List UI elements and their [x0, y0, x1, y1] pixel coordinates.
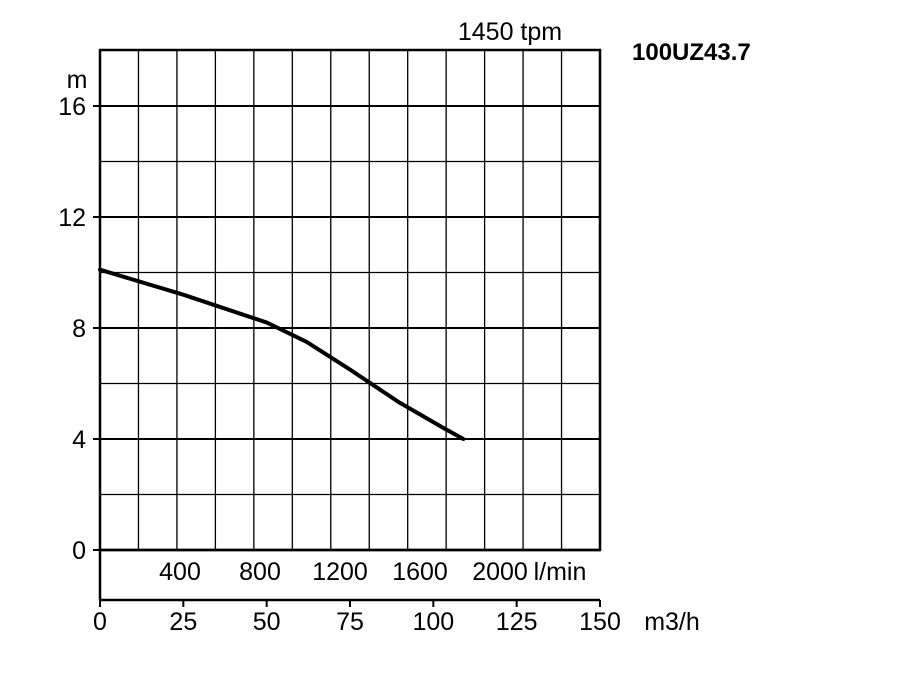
secondary-x-tick-label: 400 [159, 558, 201, 586]
x-tick-label: 0 [93, 608, 107, 636]
y-tick-label: 12 [58, 204, 86, 232]
y-tick-label: 16 [58, 93, 86, 121]
x-tick-label: 150 [579, 608, 621, 636]
secondary-x-axis-ticks: 400 800 1200 1600 2000 [159, 558, 528, 586]
x-tick-label: 75 [336, 608, 364, 636]
secondary-x-axis-unit: l/min [534, 558, 587, 586]
y-axis-ticks: 0 4 8 12 16 [58, 93, 100, 565]
chart-title: 1450 tpm [458, 18, 562, 46]
plot-border [98, 48, 602, 552]
x-tick-label: 100 [412, 608, 454, 636]
head-curve [98, 267, 466, 441]
y-tick-label: 8 [72, 315, 86, 343]
secondary-x-tick-label: 1600 [392, 558, 448, 586]
y-axis-label: m [67, 66, 88, 94]
secondary-x-tick-label: 1200 [312, 558, 368, 586]
y-tick-label: 4 [72, 426, 86, 454]
pump-model-label: 100UZ43.7 [632, 39, 751, 66]
chart-frame [98, 48, 602, 602]
secondary-x-tick-label: 2000 [472, 558, 528, 586]
chart-grid [100, 50, 600, 550]
x-tick-label: 25 [169, 608, 197, 636]
y-tick-label: 0 [72, 537, 86, 565]
secondary-x-tick-label: 800 [239, 558, 281, 586]
series-line [98, 267, 466, 441]
x-tick-label: 125 [496, 608, 538, 636]
x-axis-ticks: 0 25 50 75 100 125 150 [93, 600, 621, 636]
x-tick-label: 50 [253, 608, 281, 636]
x-axis-label: m3/h [644, 608, 700, 636]
